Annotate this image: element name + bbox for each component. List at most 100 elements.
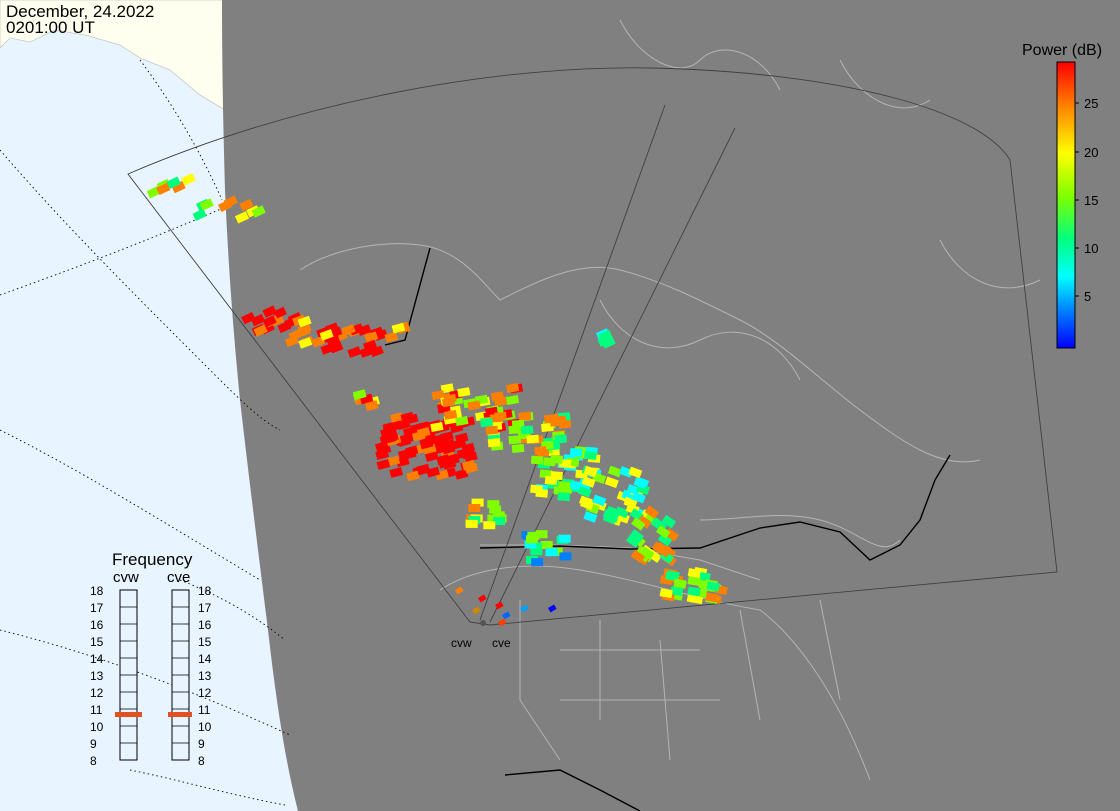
backscatter-cell	[284, 335, 299, 348]
backscatter-cell	[454, 468, 469, 480]
backscatter-cell	[320, 343, 335, 355]
backscatter-cell	[489, 505, 502, 514]
backscatter-cell	[580, 498, 595, 511]
backscatter-cell	[526, 535, 538, 544]
backscatter-cell	[181, 173, 196, 186]
backscatter-cell	[385, 431, 399, 443]
frequency-scale-label-right: 9	[198, 737, 205, 751]
backscatter-cell	[640, 546, 655, 560]
radar-backscatter	[146, 173, 728, 627]
frequency-scale-label-left: 15	[90, 635, 104, 649]
backscatter-cell	[584, 450, 597, 460]
backscatter-cell	[272, 306, 287, 320]
backscatter-cell	[386, 455, 401, 467]
frequency-scale-label-left: 11	[90, 703, 103, 717]
frequency-radar-right: cve	[167, 569, 190, 586]
backscatter-cell	[631, 517, 646, 531]
backscatter-cell	[557, 492, 571, 502]
backscatter-cell	[706, 581, 720, 592]
backscatter-cell	[657, 533, 673, 547]
backscatter-cell	[687, 576, 701, 587]
backscatter-cell	[687, 586, 701, 597]
backscatter-cell	[625, 534, 641, 548]
backscatter-cell	[440, 431, 454, 442]
backscatter-cell	[583, 465, 598, 478]
backscatter-cell	[655, 525, 671, 539]
backscatter-cell	[524, 540, 537, 549]
backscatter-cell	[455, 416, 469, 426]
backscatter-cell	[554, 434, 568, 444]
frequency-scale-label-left: 12	[90, 686, 104, 700]
backscatter-cell	[666, 570, 680, 581]
backscatter-cell	[444, 409, 458, 420]
backscatter-cell	[487, 438, 501, 448]
backscatter-cell	[592, 494, 607, 507]
backscatter-cell	[460, 447, 475, 459]
backscatter-cell	[166, 176, 181, 189]
backscatter-cell	[347, 346, 362, 358]
backscatter-cell	[495, 601, 504, 610]
backscatter-cell	[416, 463, 431, 475]
backscatter-cell	[438, 457, 452, 469]
backscatter-cell	[619, 466, 634, 478]
backscatter-cell	[296, 325, 311, 338]
backscatter-cell	[644, 505, 660, 519]
backscatter-cell	[171, 180, 186, 194]
frequency-scale-label-right: 15	[198, 635, 212, 649]
backscatter-cell	[656, 543, 671, 558]
backscatter-cell	[419, 438, 434, 450]
backscatter-cell	[581, 476, 596, 488]
backscatter-cell	[550, 454, 563, 464]
frequency-marker-cvw	[115, 712, 142, 717]
backscatter-cell	[673, 578, 687, 589]
backscatter-cell	[352, 389, 367, 401]
backscatter-cell	[592, 472, 607, 485]
backscatter-cell	[199, 198, 214, 211]
colorbar-title: Power (dB)	[1022, 42, 1102, 59]
backscatter-cell	[487, 500, 500, 509]
backscatter-cell	[440, 383, 454, 394]
backscatter-cell	[558, 534, 571, 543]
backscatter-cell	[223, 195, 238, 208]
backscatter-cell	[531, 558, 544, 567]
backscatter-cell	[468, 504, 481, 512]
backscatter-cell	[498, 618, 507, 627]
backscatter-cell	[602, 512, 617, 525]
backscatter-cell	[465, 519, 478, 528]
frequency-scale-label-left: 13	[90, 669, 104, 683]
backscatter-cell	[535, 488, 549, 498]
frequency-scale-label-right: 10	[198, 720, 212, 734]
backscatter-cell	[604, 476, 619, 489]
backscatter-cell	[389, 467, 403, 478]
backscatter-cell	[601, 336, 616, 349]
backscatter-cell	[357, 324, 372, 336]
backscatter-cell	[455, 586, 464, 595]
backscatter-cell	[583, 511, 598, 523]
radar-site-marker	[480, 620, 486, 626]
backscatter-cell	[559, 552, 572, 561]
backscatter-cell	[416, 426, 431, 438]
backscatter-cell	[430, 422, 444, 432]
backscatter-cell	[341, 324, 356, 336]
date-label: December, 24.2022	[6, 2, 154, 21]
backscatter-cell	[550, 471, 563, 481]
backscatter-cell	[659, 588, 673, 599]
backscatter-cell	[364, 331, 379, 344]
backscatter-cell	[557, 481, 571, 491]
backscatter-cell	[239, 198, 254, 212]
backscatter-cell	[391, 322, 406, 334]
frequency-scale-label-left: 8	[90, 754, 97, 768]
backscatter-cell	[480, 418, 493, 428]
colorbar-tick-label: 25	[1084, 96, 1098, 111]
radar-sites: cvw cve	[451, 620, 511, 650]
backscatter-cell	[530, 547, 543, 556]
backscatter-cell	[630, 549, 646, 564]
backscatter-cell	[705, 592, 719, 603]
backscatter-cell	[251, 205, 266, 218]
backscatter-cell	[631, 491, 646, 504]
backscatter-cell	[406, 470, 420, 482]
backscatter-cell	[376, 459, 391, 470]
backscatter-cell	[490, 391, 505, 402]
backscatter-cell	[569, 447, 583, 458]
backscatter-cell	[629, 529, 645, 543]
